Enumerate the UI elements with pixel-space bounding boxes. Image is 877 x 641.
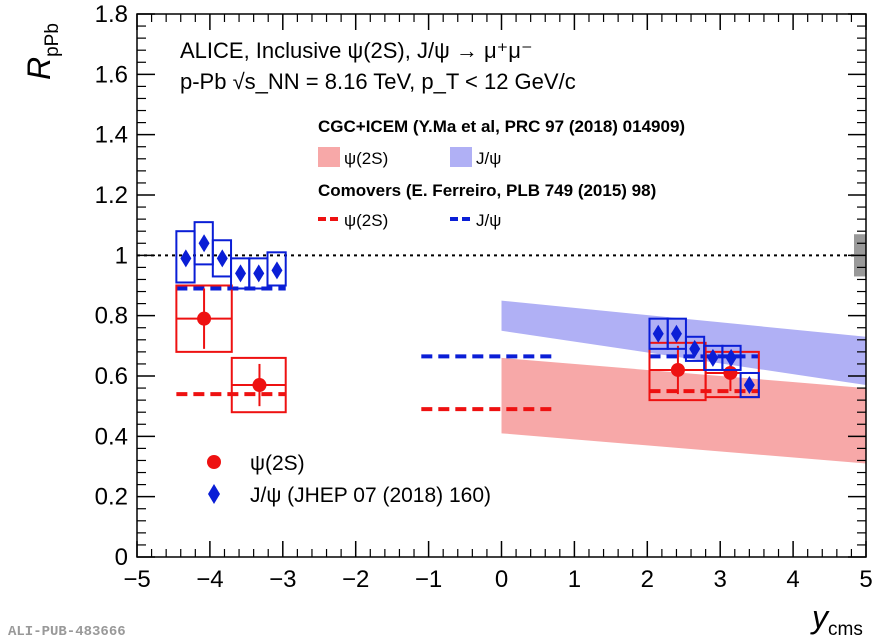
jpsi-marker (725, 348, 737, 367)
jpsi-point-3 (230, 257, 251, 290)
x-tick-label: 1 (568, 566, 581, 593)
jpsi-marker (235, 264, 247, 283)
jpsi-point-1 (193, 221, 214, 266)
cgc-psi2s-swatch (318, 147, 340, 167)
legend-jpsi-label: J/ψ (JHEP 07 (2018) 160) (250, 484, 491, 507)
y-axis-title: RpPb (21, 23, 63, 80)
jpsi-sys-box (266, 251, 287, 287)
x-tick-label: 0 (495, 566, 508, 593)
psi2s-marker (252, 378, 267, 393)
cgc-legend-title: CGC+ICEM (Y.Ma et al, PRC 97 (2018) 0149… (318, 117, 685, 136)
jpsi-marker (216, 249, 228, 268)
y-tick-label: 0.4 (95, 423, 128, 450)
y-tick-label: 0.2 (95, 484, 128, 511)
psi2s-point-1 (230, 356, 287, 414)
y-tick-label: 1.4 (95, 122, 128, 149)
x-tick-label: −4 (196, 566, 223, 593)
legend-psi2s-marker (207, 455, 221, 469)
jpsi-sys-box (666, 317, 687, 350)
jpsi-point-2 (211, 239, 233, 278)
header-line-2: p-Pb √s_NN = 8.16 TeV, p_T < 12 GeV/c (180, 69, 576, 94)
data-points (175, 221, 760, 414)
y-tick-label: 0.6 (95, 363, 128, 390)
legend-psi2s-label: ψ(2S) (250, 452, 305, 475)
psi2s-marker (670, 362, 685, 377)
cgc-psi2s-label: ψ(2S) (344, 149, 388, 168)
footer-label: ALI-PUB-483666 (8, 624, 126, 640)
y-axis-title-main: R (21, 57, 57, 80)
x-tick-label: 5 (859, 566, 872, 593)
cgc-jpsi-label: J/ψ (476, 149, 501, 168)
legend-jpsi-marker (208, 484, 220, 504)
psi2s-marker (723, 365, 738, 380)
psi2s-marker (197, 311, 212, 326)
jpsi-marker (707, 348, 719, 367)
jpsi-point-7 (666, 317, 687, 350)
x-tick-label: −3 (269, 566, 296, 593)
cgc-jpsi-swatch (450, 147, 472, 167)
x-axis-title-sub: cms (828, 619, 863, 640)
jpsi-marker (689, 339, 701, 358)
jpsi-point-0 (175, 230, 196, 284)
jpsi-marker (198, 234, 210, 253)
y-tick-label: 0.8 (95, 303, 128, 330)
jpsi-marker (670, 324, 682, 343)
band-psi2s (501, 357, 866, 464)
y-tick-label: 0 (115, 544, 128, 571)
x-axis-title: ycms (810, 599, 863, 640)
psi2s-point-2 (648, 341, 707, 402)
x-tick-label: 3 (714, 566, 727, 593)
jpsi-marker (652, 324, 664, 343)
x-tick-label: 4 (786, 566, 799, 593)
plot-frame (136, 13, 867, 558)
jpsi-sys-box (721, 344, 742, 371)
x-tick-label: −2 (342, 566, 369, 593)
jpsi-marker (271, 261, 283, 280)
jpsi-point-4 (248, 257, 269, 290)
com-jpsi-label: J/ψ (476, 211, 501, 230)
y-axis-title-sub: pPb (42, 23, 63, 57)
unity-reference (137, 234, 866, 277)
jpsi-point-10 (721, 344, 742, 371)
y-tick-label: 1.6 (95, 61, 128, 88)
jpsi-marker (743, 376, 755, 395)
jpsi-sys-box (739, 371, 760, 399)
axes: −5 −4 −3 −2 −1 0 1 2 3 4 5 0 0.2 0.4 0.6 0.8 1 1.2 1.4 1.6 1… (95, 1, 873, 593)
header-line-1: ALICE, Inclusive ψ(2S), J/ψ → μ⁺μ⁻ (180, 38, 533, 63)
com-psi2s-label: ψ(2S) (344, 211, 388, 230)
x-tick-label: −5 (123, 566, 150, 593)
y-tick-label: 1 (115, 242, 128, 269)
x-tick-label: −1 (415, 566, 442, 593)
psi2s-point-0 (175, 284, 233, 353)
jpsi-marker (253, 264, 265, 283)
x-tick-label: 2 (641, 566, 654, 593)
y-tick-label: 1.8 (95, 1, 128, 28)
jpsi-point-5 (266, 251, 287, 287)
jpsi-marker (180, 249, 192, 268)
y-tick-label: 1.2 (95, 182, 128, 209)
x-axis-title-main: y (810, 599, 830, 635)
jpsi-point-11 (739, 371, 760, 399)
model-bands (501, 300, 866, 464)
comovers-legend-title: Comovers (E. Ferreiro, PLB 749 (2015) 98… (318, 181, 656, 200)
